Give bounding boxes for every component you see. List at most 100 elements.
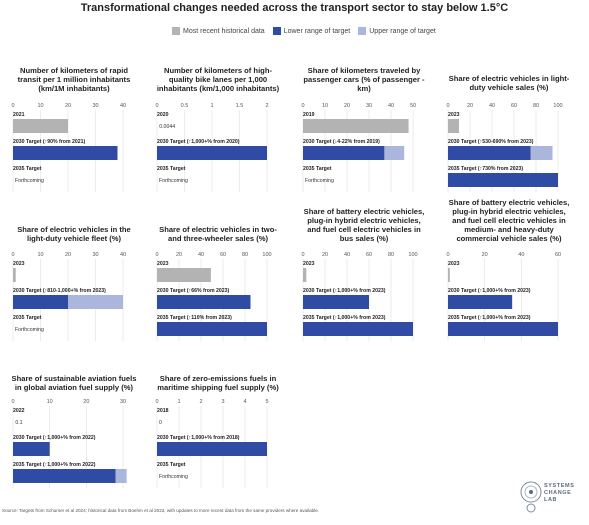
bar-target-lower — [13, 146, 118, 160]
tick-label: 20 — [65, 103, 71, 109]
row-label: 2035 Target — [13, 315, 42, 321]
legend-item-lower: Lower range of target — [272, 27, 351, 35]
tick-label: 0 — [155, 399, 158, 405]
tick-label: 20 — [344, 103, 350, 109]
tick-label: 50 — [410, 103, 416, 109]
tick-label: 100 — [553, 103, 562, 109]
tick-label: 20 — [322, 252, 328, 258]
chart-svg: 0 1 2 3 4 5 2018 0 2030 Target (↑1,000+% from 20… — [155, 399, 269, 488]
bar-target-upper — [384, 146, 405, 160]
chart-panel-commercial-vehicles: Share of battery electric vehicles, plug… — [445, 198, 573, 345]
row-label: 2030 Target (↑1,000+% from 2022) — [13, 435, 96, 441]
bar-target-upper — [530, 146, 553, 160]
row-label: 2035 Target (↑110% from 2023) — [157, 315, 232, 321]
tick-label: 4 — [243, 399, 246, 405]
bar-target-lower — [448, 146, 531, 160]
chart-panel-ev-sales: Share of electric vehicles in light-duty… — [445, 74, 573, 194]
chart-title: Share of battery electric vehicles, plug… — [448, 198, 570, 243]
legend-label-lower: Lower range of target — [283, 27, 351, 35]
chart-title: Share of battery electric vehicles, plug… — [303, 207, 425, 243]
bar-target-lower — [157, 295, 251, 309]
row-label: 2023 — [157, 261, 169, 267]
bar-target-lower — [157, 146, 267, 160]
legend-item-upper: Upper range of target — [358, 27, 436, 35]
tick-label: 40 — [120, 252, 126, 258]
systems-change-lab-logo-icon — [520, 481, 542, 513]
forthcoming-note: Forthcoming — [305, 178, 334, 184]
bar-historical — [13, 268, 16, 282]
chart-panel-rapid-transit: Number of kilometers of rapid transit pe… — [10, 66, 138, 194]
row-label: 2030 Target (↑1,000+% from 2023) — [448, 288, 531, 294]
chart-title: Share of electric vehicles in light-duty… — [448, 74, 570, 92]
tick-label: 80 — [388, 252, 394, 258]
chart-svg: 0 10 20 30 40 2023 2030 Target (↑810-1,000+% f… — [11, 252, 126, 341]
tick-label: 20 — [83, 399, 89, 405]
chart-title: Share of sustainable aviation fuels in g… — [11, 374, 137, 392]
bar-target-lower — [13, 442, 50, 456]
forthcoming-note: Forthcoming — [15, 178, 44, 184]
row-label: 2030 Target (↑1,000+% from 2023) — [303, 288, 386, 294]
bar-target-upper — [115, 469, 127, 483]
legend-label-upper: Upper range of target — [369, 27, 436, 35]
row-label: 2023 — [13, 261, 25, 267]
row-label: 2023 — [303, 261, 315, 267]
tick-label: 30 — [120, 399, 126, 405]
tick-label: 10 — [322, 103, 328, 109]
chart-panel-maritime-fuels: Share of zero-emissions fuels in maritim… — [154, 374, 282, 494]
chart-svg: 0 20 40 60 80 100 2023 2030 Target (↑66% from 2… — [155, 252, 272, 341]
tick-label: 40 — [388, 103, 394, 109]
page-title: Transformational changes needed across t… — [80, 2, 509, 14]
tick-label: 60 — [220, 252, 226, 258]
logo-line: SYSTEMS — [544, 483, 575, 489]
bar-target-lower — [448, 295, 513, 309]
tick-label: 20 — [482, 252, 488, 258]
tick-label: 1 — [210, 103, 213, 109]
tick-label: 20 — [176, 252, 182, 258]
forthcoming-note: Forthcoming — [159, 178, 188, 184]
row-label: 2030 Target (↑1,000+% from 2020) — [157, 139, 240, 145]
chart-svg: 0 20 40 60 80 100 2023 2030 Target (↑530-690% f… — [446, 103, 563, 192]
chart-panel-bus-sales: Share of battery electric vehicles, plug… — [300, 207, 428, 345]
chart-panel-passenger-cars: Share of kilometers traveled by passenge… — [300, 66, 428, 194]
chart-svg: 0 10 20 30 2022 0.1 2030 Target (↑1,000+% from… — [11, 399, 127, 488]
row-label: 2023 — [448, 112, 460, 118]
bar-historical — [303, 119, 409, 133]
row-label: 2030 Target (↑66% from 2023) — [157, 288, 230, 294]
tick-label: 40 — [518, 252, 524, 258]
tick-label: 40 — [120, 103, 126, 109]
bar-value-label: 0.0044 — [159, 124, 175, 130]
bar-target-lower — [157, 442, 267, 456]
tick-label: 3 — [221, 399, 224, 405]
bar-target-lower — [303, 146, 385, 160]
bar-target-lower — [13, 295, 68, 309]
bar-historical — [448, 268, 450, 282]
row-label: 2030 Target (↑1,000+% from 2018) — [157, 435, 240, 441]
forthcoming-note: Forthcoming — [15, 327, 44, 333]
row-label: 2019 — [303, 112, 315, 118]
row-label: 2030 Target (↑90% from 2021) — [13, 139, 86, 145]
logo: SYSTEMS CHANGE LAB — [520, 478, 586, 522]
bar-historical — [448, 119, 459, 133]
tick-label: 20 — [65, 252, 71, 258]
row-label: 2021 — [13, 112, 25, 118]
tick-label: 2 — [199, 399, 202, 405]
row-label: 2030 Target (↑810-1,000+% from 2023) — [13, 288, 106, 294]
tick-label: 100 — [408, 252, 417, 258]
bar-target-lower — [13, 469, 116, 483]
tick-label: 80 — [533, 103, 539, 109]
logo-text: SYSTEMS CHANGE LAB — [544, 483, 574, 504]
bar-historical — [13, 119, 68, 133]
legend: Most recent historical data Lower range … — [172, 25, 444, 37]
chart-svg: 0 20 40 60 80 100 2023 2030 Target (↑1,000+% fr… — [301, 252, 418, 341]
tick-label: 40 — [344, 252, 350, 258]
source-note: Source: Targets from Schumer et al 2024;… — [2, 508, 320, 513]
bar-value-label: 0 — [159, 420, 162, 426]
chart-title: Share of electric vehicles in the light-… — [17, 225, 131, 243]
tick-label: 0 — [155, 252, 158, 258]
tick-label: 0 — [11, 103, 14, 109]
tick-label: 30 — [92, 103, 98, 109]
bar-target-lower — [448, 322, 558, 336]
row-label: 2023 — [448, 261, 460, 267]
chart-title: Share of electric vehicles in two- and t… — [159, 225, 277, 243]
tick-label: 10 — [47, 399, 53, 405]
